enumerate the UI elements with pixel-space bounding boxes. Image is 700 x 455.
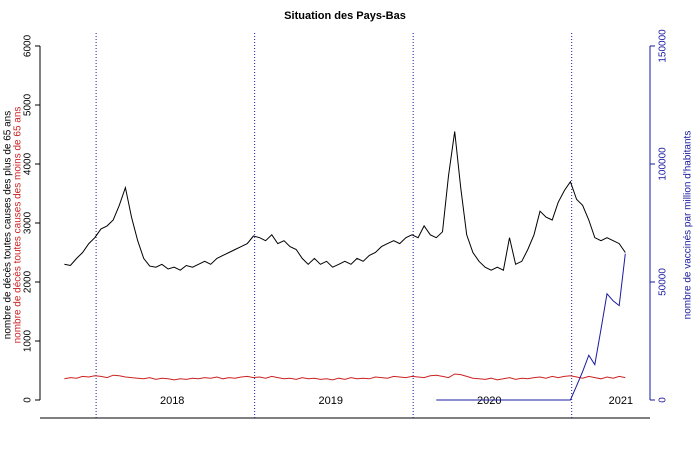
y-axis-label: nombre de décès toutes causes des plus d…	[3, 111, 14, 339]
y-tick-label: 3000	[23, 211, 34, 234]
year-label: 2021	[609, 395, 633, 407]
chart-title: Situation des Pays-Bas	[284, 10, 406, 22]
y-tick-label: 6000	[23, 34, 34, 57]
y2-tick-label: 50000	[658, 268, 669, 296]
series-line	[64, 373, 626, 381]
y-axis-label-2: nombre de décès toutes causes des moins …	[13, 107, 24, 344]
y2-tick-label: 0	[658, 397, 669, 403]
y-tick-label: 5000	[23, 93, 34, 116]
y-tick-label: 1000	[23, 329, 34, 352]
year-label: 2020	[477, 395, 501, 407]
y2-tick-label: 100000	[658, 147, 669, 181]
y2-tick-label: 150000	[658, 29, 669, 63]
y-tick-label: 0	[23, 397, 34, 403]
series-line	[64, 131, 626, 271]
y2-axis-label: nombre de vaccinés par million d'habitan…	[683, 131, 694, 320]
y-tick-label: 4000	[23, 152, 34, 175]
series-line	[436, 253, 626, 401]
year-label: 2018	[160, 395, 184, 407]
year-label: 2019	[318, 395, 342, 407]
y-tick-label: 2000	[23, 270, 34, 293]
